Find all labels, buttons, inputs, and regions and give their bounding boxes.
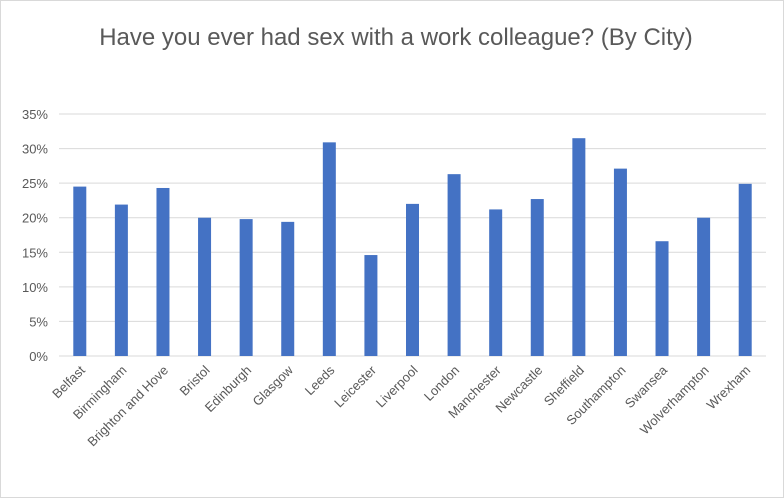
- x-tick-label: Bristol: [177, 362, 213, 398]
- bar-birmingham: [114, 204, 128, 356]
- bar-leeds: [322, 142, 336, 356]
- y-tick-label: 15%: [22, 245, 48, 260]
- x-tick-label: Brighton and Hove: [84, 363, 171, 450]
- bar-sheffield: [572, 138, 586, 356]
- bar-wrexham: [738, 183, 752, 356]
- y-tick-label: 30%: [22, 142, 48, 157]
- bar-liverpool: [406, 203, 419, 356]
- bar-bristol: [198, 217, 212, 356]
- bar-swansea: [655, 241, 669, 356]
- bar-glasgow: [281, 221, 295, 356]
- bar-newcastle: [530, 199, 544, 356]
- x-tick-label: London: [421, 363, 462, 404]
- x-tick-label: Belfast: [49, 362, 88, 401]
- bar-brighton-and-hove: [156, 187, 170, 356]
- x-tick-label: Leicester: [331, 362, 379, 410]
- x-tick-label: Leeds: [302, 362, 338, 398]
- y-tick-label: 10%: [22, 280, 48, 295]
- x-tick-label: Liverpool: [373, 362, 421, 410]
- chart-title: Have you ever had sex with a work collea…: [99, 24, 693, 51]
- y-tick-label: 20%: [22, 211, 48, 226]
- y-tick-label: 5%: [29, 314, 48, 329]
- x-tick-label: Wrexham: [704, 363, 754, 413]
- bar-london: [447, 174, 461, 356]
- y-tick-label: 35%: [22, 107, 48, 122]
- bar-leicester: [364, 255, 378, 356]
- bar-wolverhampton: [697, 217, 711, 356]
- bar-edinburgh: [239, 219, 253, 356]
- y-tick-label: 25%: [22, 176, 48, 191]
- bar-belfast: [73, 186, 87, 356]
- bar-manchester: [489, 209, 503, 356]
- y-tick-label: 0%: [29, 349, 48, 364]
- x-tick-label: Glasgow: [249, 362, 296, 409]
- bar-southampton: [613, 168, 627, 356]
